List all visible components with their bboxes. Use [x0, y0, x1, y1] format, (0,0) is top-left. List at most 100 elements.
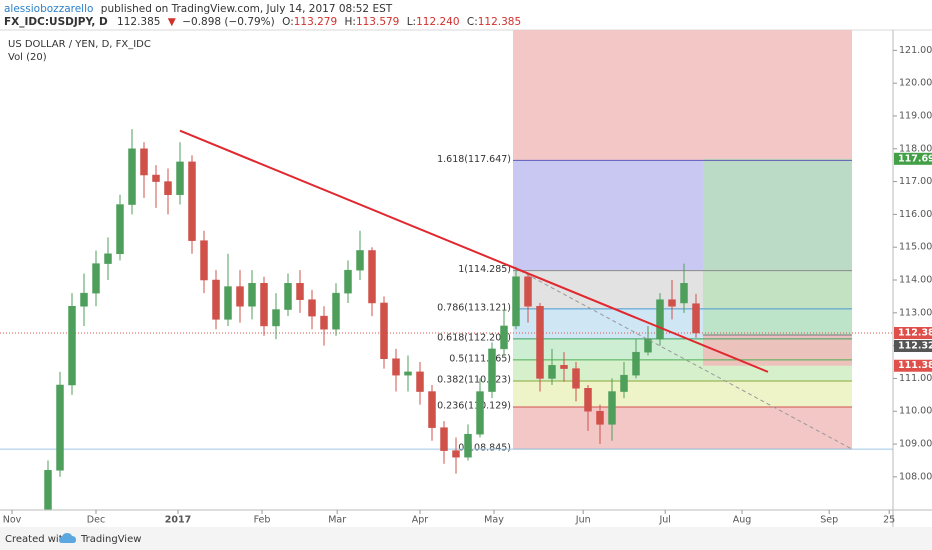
candle-body	[404, 371, 412, 376]
x-tick-label: Feb	[254, 515, 271, 526]
candle-body	[680, 283, 688, 304]
candle-body	[524, 276, 532, 307]
candle-body	[344, 269, 352, 294]
candle-body	[116, 204, 124, 255]
y-tick-label: 113.000	[899, 307, 932, 318]
y-tick-label: 121.000	[899, 45, 932, 56]
y-tick-label: 108.000	[899, 471, 932, 482]
candle-body	[236, 286, 244, 307]
position-profit	[703, 158, 852, 336]
candle-body	[692, 303, 700, 334]
candle-body	[308, 299, 316, 317]
candle-body	[320, 315, 328, 330]
candle-body	[368, 250, 376, 304]
candle-body	[620, 374, 628, 392]
candle-body	[644, 338, 652, 353]
candle-body	[416, 371, 424, 392]
candle-body	[152, 174, 160, 182]
fib-band	[513, 380, 852, 408]
candle-body	[500, 325, 508, 350]
candle-body	[188, 161, 196, 241]
y-tick-label: 114.000	[899, 275, 932, 286]
footer-text: Created with	[5, 534, 69, 545]
candle-body	[92, 263, 100, 294]
fib-level-label: 1(114.285)	[458, 264, 511, 275]
candle-body	[440, 427, 448, 451]
x-tick-label: Sep	[820, 515, 838, 526]
published: published on TradingView.com, July 14, 2…	[101, 3, 393, 15]
x-tick-label: Mar	[328, 515, 346, 526]
author: alessiobozzarello	[4, 3, 93, 15]
brand-logo	[59, 533, 76, 543]
candle-body	[272, 309, 280, 327]
candle-body	[392, 358, 400, 376]
candle-body	[284, 283, 292, 310]
price-label: 111.387	[898, 360, 932, 371]
candle-body	[536, 306, 544, 379]
candle-body	[512, 276, 520, 327]
candle-body	[488, 348, 496, 392]
x-tick-label: Jun	[575, 515, 591, 526]
candle-body	[200, 240, 208, 281]
candle-body	[224, 286, 232, 320]
ohlc-value: 113.279	[294, 16, 337, 28]
price-label-box	[894, 326, 932, 339]
candle-body	[356, 250, 364, 271]
candle-body	[596, 410, 604, 425]
footer-brand: TradingView	[80, 534, 141, 545]
candle-body	[176, 161, 184, 195]
symbol: FX_IDC:USDJPY, D	[4, 16, 108, 28]
candle-body	[560, 365, 568, 369]
candle-body	[248, 283, 256, 307]
candle-body	[44, 470, 52, 510]
symbol-line: FX_IDC:USDJPY, D 112.385 ▼ −0.898 (−0.79…	[4, 16, 521, 28]
x-tick-label: 2017	[165, 515, 191, 526]
candle-body	[668, 299, 676, 307]
candle-body	[68, 306, 76, 386]
trend-line	[179, 129, 769, 373]
y-tick-label: 109.000	[899, 439, 932, 450]
y-tick-label: 118.000	[899, 143, 932, 154]
candle-body	[128, 148, 136, 205]
candle-body	[548, 365, 556, 379]
ohlc-key: H:	[345, 16, 356, 28]
x-tick-label: 25	[883, 515, 895, 526]
x-tick-label: Aug	[733, 515, 752, 526]
candle-body	[584, 388, 592, 412]
ohlc-key: L:	[407, 16, 416, 28]
candle-body	[296, 283, 304, 300]
candle-body	[452, 450, 460, 458]
price-label-box	[894, 339, 932, 352]
ohlc-value: 112.385	[478, 16, 521, 28]
candle-body	[428, 391, 436, 428]
price-label-box	[894, 359, 932, 372]
position-loss	[703, 335, 852, 366]
x-tick-label: Jul	[658, 515, 670, 526]
price-label: 112.323	[898, 340, 932, 351]
y-tick-label: 119.000	[899, 110, 932, 121]
y-tick-label: 117.000	[899, 176, 932, 187]
fib-level-label: 0.236(110.129)	[437, 401, 511, 412]
candle-body	[260, 283, 268, 327]
fib-level-label: 1.618(117.647)	[437, 154, 511, 165]
x-tick-label: May	[484, 515, 504, 526]
fib-band	[513, 407, 852, 450]
candle-body	[164, 181, 172, 195]
x-tick-label: Nov	[3, 515, 22, 526]
candle-body	[212, 279, 220, 320]
candle-body	[80, 292, 88, 307]
x-tick-label: Apr	[412, 515, 429, 526]
candle-body	[380, 302, 388, 359]
fib-level-label: 0.382(110.923)	[437, 374, 511, 385]
y-tick-label: 110.000	[899, 406, 932, 417]
fib-level-label: 0.5(111.565)	[449, 353, 511, 364]
axes: 108.000109.000110.000111.000112.000113.0…	[3, 45, 932, 526]
fib-level-label: 0.618(112.207)	[437, 332, 511, 343]
y-tick-label: 111.000	[899, 373, 932, 384]
candle-body	[632, 351, 640, 376]
fib-top-band	[513, 30, 852, 161]
y-tick-label: 116.000	[899, 209, 932, 220]
candle-body	[464, 433, 472, 458]
